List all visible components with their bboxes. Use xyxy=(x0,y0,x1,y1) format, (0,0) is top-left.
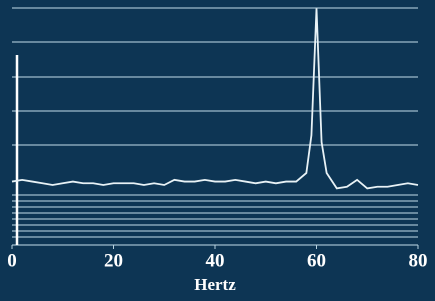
chart: Hertz 0 20 40 60 80 xyxy=(0,0,435,301)
x-tick-label: 0 xyxy=(7,250,17,271)
x-tick-label: 80 xyxy=(409,250,428,271)
x-tick-label: 60 xyxy=(307,250,326,271)
x-tick-label: 40 xyxy=(206,250,225,271)
x-tick-label: 20 xyxy=(104,250,123,271)
x-axis-label: Hertz xyxy=(194,275,236,294)
